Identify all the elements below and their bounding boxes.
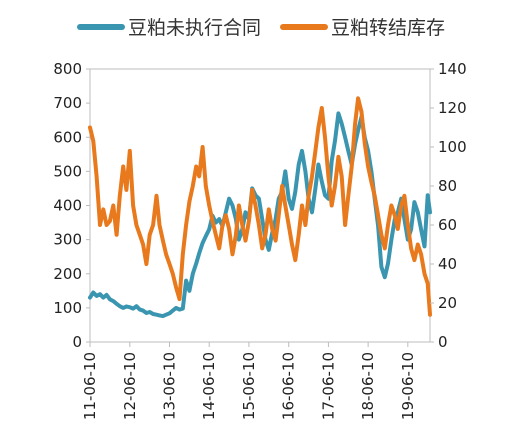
y-left-tick-label: 800 <box>53 60 82 78</box>
y-axis-right: 0 20 40 60 80 100 120 140 <box>430 60 467 351</box>
legend-label-contracts: 豆粕未执行合同 <box>128 17 261 39</box>
y-left-tick-label: 400 <box>53 197 82 215</box>
x-tick-label: 14-06-10 <box>200 352 218 420</box>
y-left-tick-label: 600 <box>53 128 82 146</box>
y-right-tick-label: 0 <box>438 333 448 351</box>
y-right-tick-label: 40 <box>438 255 457 273</box>
y-left-tick-label: 300 <box>53 231 82 249</box>
x-tick-label: 12-06-10 <box>121 352 139 420</box>
series-line-stock <box>88 96 432 317</box>
y-right-tick-label: 20 <box>438 294 457 312</box>
y-left-tick-label: 100 <box>53 299 82 317</box>
x-tick-label: 13-06-10 <box>161 352 179 420</box>
y-right-tick-label: 100 <box>438 138 467 156</box>
y-right-tick-label: 60 <box>438 216 457 234</box>
x-tick-label: 11-06-10 <box>81 352 99 420</box>
y-left-tick-label: 700 <box>53 94 82 112</box>
x-tick-label: 15-06-10 <box>240 352 258 420</box>
y-right-tick-label: 140 <box>438 60 467 78</box>
y-right-tick-label: 80 <box>438 177 457 195</box>
legend-label-stock: 豆粕转结库存 <box>331 17 445 39</box>
legend: 豆粕未执行合同 豆粕转结库存 <box>77 17 445 39</box>
y-axis-left: 0 100 200 300 400 500 600 700 800 <box>53 60 90 351</box>
y-left-tick-label: 0 <box>72 333 82 351</box>
x-tick-label: 18-06-10 <box>359 352 377 420</box>
x-tick-label: 17-06-10 <box>319 352 337 420</box>
x-tick-label: 16-06-10 <box>280 352 298 420</box>
plot-area <box>88 68 432 343</box>
y-left-tick-label: 500 <box>53 162 82 180</box>
y-right-tick-label: 120 <box>438 99 467 117</box>
y-left-tick-label: 200 <box>53 265 82 283</box>
series-layer <box>88 96 432 319</box>
x-tick-label: 19-06-10 <box>399 352 417 420</box>
x-axis: 11-06-10 12-06-10 13-06-10 14-06-10 15-06-10… <box>81 342 417 420</box>
